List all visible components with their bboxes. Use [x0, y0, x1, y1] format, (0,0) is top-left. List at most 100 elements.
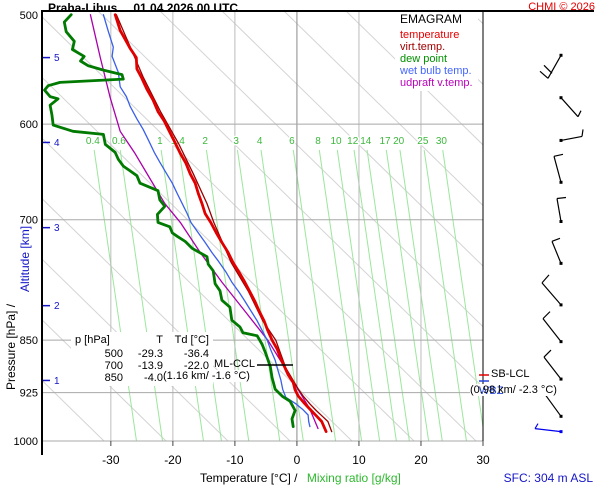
pressure-tick-label: 1000 — [14, 436, 38, 448]
table-row: 500 -29.3 -36.4 — [75, 348, 209, 360]
mixing-ratio-line — [353, 149, 397, 441]
wet-bulb-curve — [102, 14, 311, 428]
mixing-ratio-label: 14 — [360, 136, 372, 147]
table-header-cell: Td [°C] — [174, 334, 209, 346]
mixing-ratio-label: 8 — [315, 136, 321, 147]
sb-lcl-detail-text: (0.98 km/ -2.3 °C) — [470, 384, 557, 396]
pressure-axis-label: Pressure [hPa] / — [4, 303, 18, 390]
mixing-ratio-label: 4 — [257, 136, 263, 147]
x-axis-caption-temperature: Temperature [°C] / — [200, 471, 298, 485]
wind-barb-stroke — [543, 356, 562, 380]
dry-adiabat-line — [42, 137, 353, 441]
wbz-label: WBZ — [479, 385, 504, 397]
wind-barb-stroke — [551, 241, 562, 264]
pressure-tick-label: 500 — [20, 10, 38, 22]
temperature-tick-label: 0 — [294, 453, 301, 467]
temperature-tick-label: 30 — [476, 453, 490, 467]
pressure-tick-label: 700 — [20, 215, 38, 227]
table-cell: -13.9 — [137, 360, 163, 372]
wind-barb-stroke — [543, 64, 553, 74]
mixing-ratio-label: 3 — [233, 136, 239, 147]
dry-adiabat-line — [469, 11, 483, 25]
mixing-ratio-line — [318, 149, 363, 441]
station-name: Praha-Libus — [48, 1, 118, 15]
legend-item-virt-temp-: virt.temp. — [400, 41, 446, 53]
temperature-polyline — [113, 13, 328, 434]
table-header-cell: p [hPa] — [75, 334, 110, 346]
ml-ccl-detail: (1.16 km/ -1.6 °C) — [163, 370, 250, 382]
dry-adiabat-line — [407, 11, 483, 85]
mixing-ratio-label: 25 — [417, 136, 429, 147]
mixing-ratio-line — [385, 149, 430, 441]
sb-lcl-label: SB-LCL — [491, 368, 530, 380]
mixing-ratio-label: 20 — [393, 136, 405, 147]
mixing-ratio-label: 17 — [379, 136, 391, 147]
wind-barb-stroke — [542, 318, 562, 343]
wind-barb-stroke — [577, 110, 582, 117]
temperature-tick-label: -30 — [102, 453, 120, 467]
wind-barb — [559, 129, 584, 142]
mixing-ratio-label: 0.6 — [112, 136, 126, 147]
legend-box: EMAGRAM temperature virt.temp. dew point we… — [395, 12, 478, 91]
table-cell: -4.0 — [144, 372, 163, 384]
mixing-ratio-lines — [93, 149, 483, 441]
x-axis-caption: Temperature [°C] / Mixing ratio [g/kg] — [200, 471, 401, 485]
altitude-tick-label: 1 — [54, 376, 60, 387]
wind-barb — [534, 423, 563, 434]
temperature-tick-label: -10 — [226, 453, 244, 467]
legend-title: EMAGRAM — [400, 12, 463, 26]
copyright-notice: CHMI © 2026 — [528, 1, 595, 13]
wind-barb-stroke — [541, 282, 562, 306]
table-cell: 700 — [104, 360, 123, 372]
wind-barb — [543, 349, 563, 381]
legend-item-wet-bulb-temp-: wet bulb temp. — [400, 65, 472, 77]
legend-item-dew-point: dew point — [400, 53, 448, 65]
mixing-ratio-label: 0.4 — [86, 136, 100, 147]
temperature-tick-labels: -30 -20 -10 0 10 20 30 — [102, 441, 490, 467]
surface-elevation-label: SFC: 304 m ASL — [503, 471, 593, 485]
mixing-ratio-label: 2 — [202, 136, 208, 147]
wind-barb-stroke — [556, 198, 562, 222]
table-cell: -29.3 — [137, 348, 163, 360]
dry-adiabat-line — [159, 11, 483, 328]
wind-barb-stroke — [553, 156, 562, 183]
wet-bulb-polyline — [102, 14, 311, 428]
wind-barb — [541, 274, 563, 307]
pressure-tick-label: 600 — [20, 119, 38, 131]
mixing-ratio-line — [119, 149, 164, 441]
mixing-ratio-line — [93, 149, 137, 441]
mixing-ratio-line — [423, 149, 467, 441]
x-axis-caption-mixing-ratio: Mixing ratio [g/kg] — [306, 471, 401, 485]
wind-barb-column — [534, 53, 584, 434]
wind-barb-stroke — [544, 393, 562, 417]
table-header-cell: T — [156, 334, 163, 346]
dry-adiabat-line — [283, 11, 483, 207]
wind-barb-stroke — [542, 311, 551, 320]
temperature-tick-label: -20 — [164, 453, 182, 467]
wind-barb-stroke — [553, 153, 564, 157]
wind-barb-stroke — [539, 70, 549, 79]
dry-adiabat-line — [42, 197, 291, 441]
legend-item-udpraft-v-temp-: udpraft v.temp. — [400, 77, 473, 89]
wind-barb-stroke — [543, 349, 552, 358]
dry-adiabat-line — [97, 11, 483, 388]
temperature-tick-label: 10 — [352, 453, 366, 467]
dew-point-curve — [43, 13, 297, 429]
wind-barb-stroke — [556, 196, 567, 200]
altitude-tick-label: 4 — [54, 138, 60, 149]
wind-barb-stroke — [560, 135, 583, 142]
wind-barb — [559, 96, 582, 118]
table-header-row: p [hPa] T Td [°C] — [75, 334, 209, 346]
pressure-tick-label: 850 — [20, 335, 38, 347]
pressure-tick-labels: 500 600 700 850 925 1000 — [14, 10, 38, 448]
mixing-ratio-label: 12 — [347, 136, 359, 147]
wind-barb-stroke — [534, 423, 539, 429]
wind-barb-stroke — [547, 54, 562, 79]
mixing-ratio-line — [178, 149, 222, 441]
valid-time: 01.04.2026 00 UTC — [133, 1, 239, 15]
mixing-ratio-line — [442, 149, 483, 431]
altitude-tick-label: 5 — [54, 53, 60, 64]
sounding-levels-table: p [hPa] T Td [°C] 500 -29.3 -36.4 700 -13.9 -22.… — [71, 332, 213, 386]
